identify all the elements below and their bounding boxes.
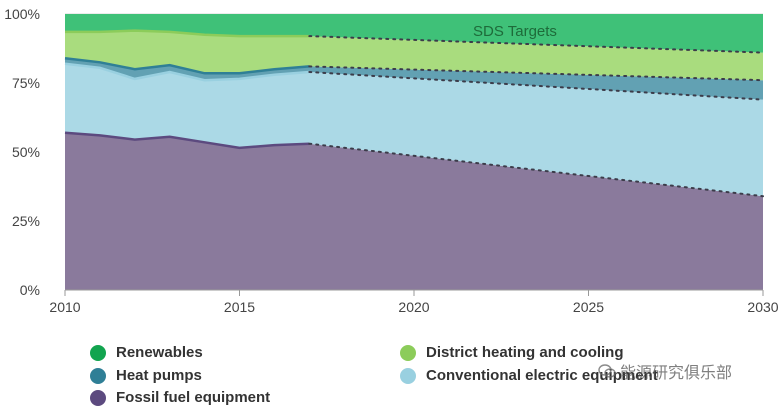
legend-item-heat-pumps[interactable]: Heat pumps (90, 367, 202, 384)
sds-targets-annotation: SDS Targets (473, 23, 557, 40)
line-district-heating-and-cooling (65, 29, 310, 38)
legend-marker-icon (90, 344, 106, 361)
legend-marker-icon (90, 367, 106, 384)
legend-marker-icon (90, 389, 106, 406)
legend-label: Renewables (116, 344, 203, 361)
line-conventional-electric-equipment-projection (308, 71, 764, 101)
line-fossil-fuel-equipment (64, 131, 310, 150)
wechat-icon (598, 364, 616, 378)
x-tick-label: 2030 (747, 299, 778, 315)
legend-item-district-heating[interactable]: District heating and cooling (400, 344, 624, 361)
area-fossil-fuel-equipment (65, 132, 763, 290)
series-outlines (64, 29, 764, 198)
line-heat-pumps-projection (308, 65, 764, 82)
area-district-heating-and-cooling (65, 30, 763, 81)
legend: Renewables District heating and cooling … (0, 340, 780, 406)
line-district-heating-and-cooling-projection (308, 35, 764, 54)
x-tick-label: 2020 (398, 299, 429, 315)
x-tick-label: 2010 (49, 299, 80, 315)
legend-label: District heating and cooling (426, 344, 624, 361)
watermark-text: 能源研究俱乐部 (620, 363, 733, 382)
line-conventional-electric-equipment (64, 62, 310, 82)
stacked-area-chart: 0% 25% 50% 75% 100% 2010 2015 2020 2025 2030 SDS … (4, 6, 779, 315)
legend-label: Heat pumps (116, 367, 202, 384)
area-series (65, 14, 763, 290)
y-tick-label: 25% (12, 213, 40, 229)
area-renewables (65, 14, 763, 53)
legend-marker-icon (400, 367, 416, 384)
line-fossil-fuel-equipment-projection (308, 142, 764, 198)
x-tick-label: 2015 (224, 299, 255, 315)
x-tick-label: 2025 (573, 299, 604, 315)
y-tick-label: 0% (20, 282, 40, 298)
area-heat-pumps (65, 58, 763, 100)
y-tick-label: 75% (12, 75, 40, 91)
legend-label: Fossil fuel equipment (116, 389, 271, 406)
legend-item-fossil-fuel[interactable]: Fossil fuel equipment (90, 389, 270, 406)
y-tick-label: 50% (12, 144, 40, 160)
y-tick-label: 100% (4, 6, 40, 22)
legend-item-renewables[interactable]: Renewables (90, 344, 203, 361)
watermark: 能源研究俱乐部 (598, 359, 732, 383)
legend-marker-icon (400, 344, 416, 361)
axes: 0% 25% 50% 75% 100% 2010 2015 2020 2025 2030 (4, 6, 779, 315)
line-heat-pumps (64, 56, 310, 75)
area-conventional-electric-equipment (65, 63, 763, 197)
